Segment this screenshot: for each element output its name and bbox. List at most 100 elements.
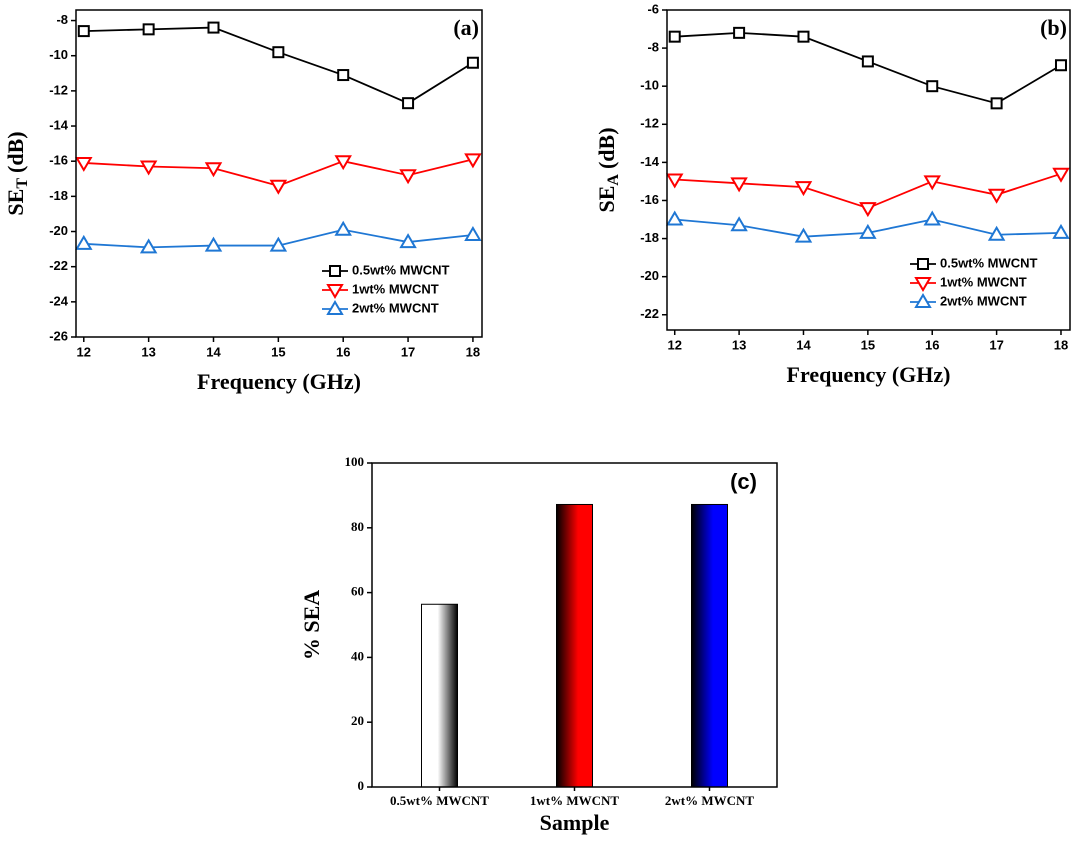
y-axis-label-unit: (dB) <box>594 127 619 169</box>
point <box>334 155 352 171</box>
y-tick-label: -8 <box>56 12 68 27</box>
point <box>399 233 417 249</box>
point <box>668 30 681 43</box>
point <box>665 173 684 189</box>
x-tick-label: 14 <box>206 344 221 359</box>
y-tick-label: 20 <box>351 713 364 728</box>
y-tick-label: -20 <box>640 268 659 283</box>
y-tick-label: -16 <box>49 153 68 168</box>
point <box>1054 59 1067 72</box>
y-tick-label: 80 <box>351 519 364 534</box>
x-tick-label: 17 <box>401 344 415 359</box>
point <box>399 169 417 185</box>
x-tick-label: 13 <box>732 337 746 352</box>
x-axis-label: Frequency (GHz) <box>787 362 951 387</box>
point <box>464 226 482 242</box>
legend-label: 0.5wt% MWCNT <box>940 255 1038 270</box>
y-tick-label: -8 <box>647 40 659 55</box>
point <box>987 225 1006 241</box>
point <box>794 181 813 197</box>
point <box>207 21 220 34</box>
plot-frame <box>666 9 1071 331</box>
series-line <box>83 26 474 105</box>
x-tick-label: 16 <box>336 344 350 359</box>
y-tick-label: -12 <box>640 116 659 131</box>
y-tick-label: -16 <box>640 192 659 207</box>
point <box>730 177 748 193</box>
y-tick-label: 40 <box>351 648 364 663</box>
y-axis-label: SET (dB) <box>3 131 31 215</box>
y-axis-label-main: SE <box>3 189 28 216</box>
panel-label: (c) <box>730 469 757 494</box>
x-tick-label: 12 <box>667 337 681 352</box>
legend-label: 0.5wt% MWCNT <box>352 262 450 277</box>
y-axis-label: % SEA <box>299 590 324 660</box>
point <box>466 56 479 69</box>
point <box>75 156 93 172</box>
legend-label: 2wt% MWCNT <box>352 300 439 315</box>
x-tick-label: 2wt% MWCNT <box>665 793 755 808</box>
point <box>1052 223 1070 239</box>
legend-marker <box>914 293 932 308</box>
y-tick-label: -24 <box>49 293 69 308</box>
x-tick-label: 16 <box>925 337 939 352</box>
y-tick-label: 100 <box>345 454 365 469</box>
legend-label: 1wt% MWCNT <box>352 281 439 296</box>
legend-marker <box>914 277 932 292</box>
y-tick-label: -22 <box>49 258 68 273</box>
y-axis-label-unit: (dB) <box>3 131 28 173</box>
y-tick-label: -10 <box>640 78 659 93</box>
x-tick-label: 18 <box>1054 337 1068 352</box>
y-tick-label: -26 <box>49 328 68 343</box>
legend-marker <box>917 258 929 270</box>
y-tick-label: -12 <box>49 82 68 97</box>
point <box>794 227 813 243</box>
bar <box>691 503 728 788</box>
point <box>269 236 288 252</box>
x-tick-label: 0.5wt% MWCNT <box>390 793 489 808</box>
x-tick-label: 15 <box>861 337 875 352</box>
point <box>334 220 352 236</box>
legend-label: 1wt% MWCNT <box>940 274 1027 289</box>
y-tick-label: -18 <box>640 230 659 245</box>
y-axis-label-main: SE <box>594 186 619 213</box>
point <box>733 26 746 39</box>
point <box>77 25 90 38</box>
point <box>923 175 941 191</box>
point <box>272 46 285 59</box>
point <box>1052 167 1070 183</box>
point <box>204 236 223 252</box>
x-tick-label: 13 <box>141 344 155 359</box>
y-axis-label-sub: T <box>14 178 31 189</box>
point <box>665 210 684 226</box>
point <box>859 223 877 239</box>
bar <box>421 603 458 788</box>
y-axis-label-sub: A <box>605 174 622 186</box>
panel-label: (b) <box>1040 15 1067 40</box>
y-tick-label: -10 <box>49 47 68 62</box>
x-tick-label: 12 <box>77 344 91 359</box>
point <box>730 216 748 232</box>
plot-frame <box>75 9 483 338</box>
legend-marker <box>326 300 344 315</box>
x-tick-label: 14 <box>796 337 811 352</box>
point <box>75 234 93 250</box>
x-axis-label: Sample <box>540 810 610 835</box>
point <box>269 179 288 195</box>
series-line <box>674 31 1062 105</box>
plot-frame <box>371 462 778 788</box>
y-tick-label: -14 <box>49 117 69 132</box>
legend-marker <box>329 265 341 277</box>
x-tick-label: 17 <box>989 337 1003 352</box>
y-tick-label: -18 <box>49 188 68 203</box>
point <box>402 97 415 110</box>
point <box>926 80 939 93</box>
point <box>204 162 223 178</box>
point <box>859 202 877 218</box>
point <box>139 160 158 176</box>
point <box>923 210 941 226</box>
point <box>337 69 350 82</box>
point <box>861 55 874 68</box>
point <box>990 97 1003 110</box>
